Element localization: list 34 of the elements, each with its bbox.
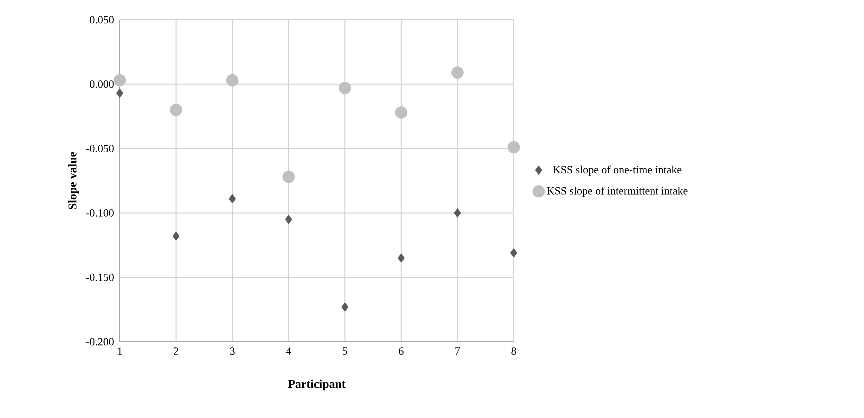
y-tick-label: -0.150 [86,274,114,282]
legend-label: KSS slope of one-time intake [553,166,682,176]
point [454,208,462,218]
point [342,302,349,312]
point [170,104,182,116]
point [172,232,180,242]
point [338,82,352,94]
point [229,194,236,204]
point [510,248,518,258]
point [398,254,405,263]
x-tick-label: 6 [399,348,404,356]
x-axis-title: Participant [288,380,346,391]
x-tick-label: 8 [512,348,516,356]
legend-label: KSS slope of intermittent intake [547,186,688,198]
y-tick-label: -0.050 [86,145,114,153]
point [395,106,408,119]
point [452,66,464,79]
x-tick-label: 1 [118,348,122,355]
point [285,214,292,224]
point [508,141,520,154]
y-tick-label: -0.200 [86,338,114,346]
y-tick-label: 0.000 [90,80,114,88]
point [116,88,124,98]
x-tick-label: 2 [174,348,178,355]
y-tick-label: -0.100 [86,209,114,217]
y-tick-label: 0.050 [90,16,114,24]
point [226,74,239,87]
x-tick-label: 3 [230,348,235,356]
x-tick-label: 7 [456,348,460,355]
point [114,74,126,87]
y-axis-title: Slope value [68,152,80,210]
point [282,170,296,184]
x-tick-label: 5 [343,348,348,355]
x-tick-label: 4 [286,348,292,355]
